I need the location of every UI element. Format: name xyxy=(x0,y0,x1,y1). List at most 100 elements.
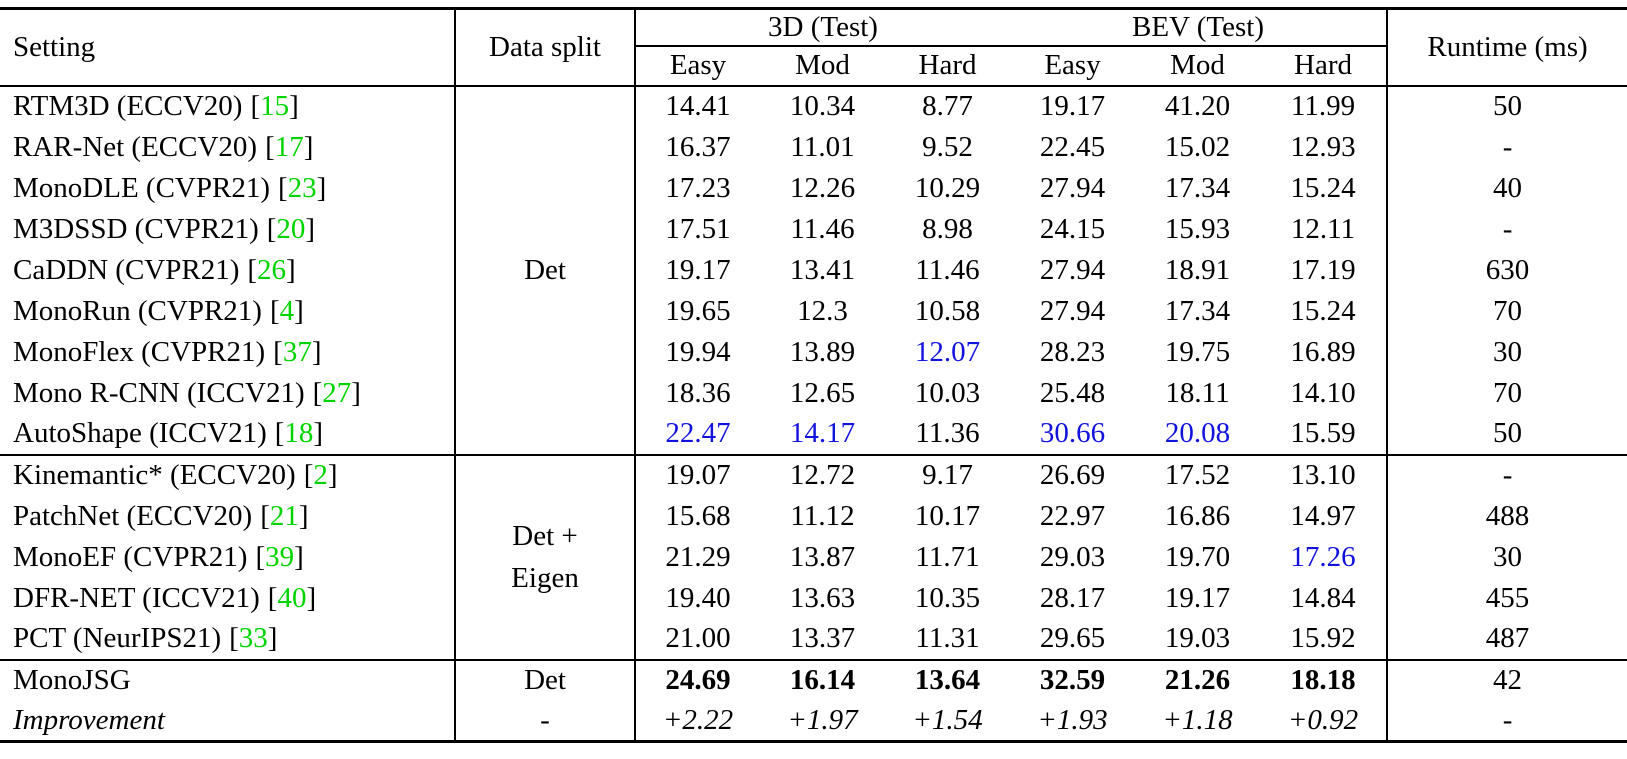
value-bev-mod: 18.11 xyxy=(1165,376,1230,409)
value-3d-hard: 9.52 xyxy=(922,130,973,163)
value-3d-mod: 12.72 xyxy=(760,453,885,496)
setting-cell: CaDDN (CVPR21) [26] xyxy=(0,249,456,291)
value-runtime: 40 xyxy=(1386,167,1627,209)
value-bev-hard: 14.97 xyxy=(1290,499,1356,532)
value-3d-mod: 13.87 xyxy=(789,540,856,573)
citation-number: 17 xyxy=(274,130,304,163)
bracket-close: ] xyxy=(316,171,327,204)
citation-number: 39 xyxy=(265,540,295,573)
value-runtime: - xyxy=(1386,453,1627,496)
value-3d-easy: 21.00 xyxy=(634,618,760,660)
value-runtime: 487 xyxy=(1386,618,1627,660)
value-bev-hard: 13.10 xyxy=(1260,453,1388,496)
value-3d-easy: 14.41 xyxy=(634,85,760,127)
value-3d-mod: 12.3 xyxy=(797,294,848,327)
value-bev-easy: 27.94 xyxy=(1039,253,1106,286)
bracket-close: ] xyxy=(351,376,361,409)
value-3d-mod: 11.12 xyxy=(790,499,855,532)
method-name: MonoFlex (CVPR21) xyxy=(13,335,266,368)
method-name: Improvement xyxy=(13,703,165,736)
bracket-open: [ xyxy=(229,622,239,654)
header-row-groups: Setting Data split 3D (Test) BEV (Test) … xyxy=(0,8,1627,87)
table-row: PatchNet (ECCV20) [21] 15.68 11.12 10.17 … xyxy=(0,495,1627,537)
value-bev-easy: 22.45 xyxy=(1039,130,1106,163)
setting-cell: M3DSSD (CVPR21) [20] xyxy=(0,208,456,250)
value-bev-hard: 15.59 xyxy=(1290,417,1356,449)
value-3d-hard: 10.17 xyxy=(914,499,981,532)
results-table: Setting Data split 3D (Test) BEV (Test) … xyxy=(0,7,1627,743)
setting-cell: MonoFlex (CVPR21) [37] xyxy=(0,331,456,373)
bracket-close: ] xyxy=(267,622,278,654)
value-3d-easy: 19.40 xyxy=(634,577,760,619)
method-name: RTM3D (ECCV20) xyxy=(13,90,243,122)
value-3d-mod: 13.63 xyxy=(789,581,856,614)
column-header-3d-hard: Hard xyxy=(885,45,1011,87)
value-runtime: 50 xyxy=(1386,85,1627,127)
value-3d-hard: +1.54 xyxy=(912,703,983,736)
value-bev-easy: 29.03 xyxy=(1039,540,1106,573)
value-bev-hard: +0.92 xyxy=(1287,703,1359,736)
table-row: MonoEF (CVPR21) [39] 21.29 13.87 11.71 29… xyxy=(0,536,1627,578)
method-name: PatchNet (ECCV20) xyxy=(13,499,253,532)
setting-cell: MonoDLE (CVPR21) [23] xyxy=(0,167,456,209)
citation: [27] xyxy=(313,377,361,409)
value-bev-mod: 15.93 xyxy=(1164,212,1231,245)
value-bev-easy: 28.17 xyxy=(1039,581,1106,614)
table-row: Improvement - +2.22 +1.97 +1.54 +1.93 +1… xyxy=(0,700,1627,742)
citation: [2] xyxy=(304,459,338,491)
value-bev-mod: 17.52 xyxy=(1135,453,1261,496)
value-bev-hard: 15.92 xyxy=(1290,622,1356,654)
value-3d-easy: 17.51 xyxy=(634,208,760,250)
method-name: MonoDLE (CVPR21) xyxy=(13,171,270,204)
value-bev-hard: 15.24 xyxy=(1290,294,1356,327)
setting-cell: RAR-Net (ECCV20) [17] xyxy=(0,126,456,168)
value-3d-easy: 19.17 xyxy=(634,249,760,291)
bracket-open: [ xyxy=(255,540,266,573)
value-runtime: - xyxy=(1386,208,1627,250)
data-split-cell: Det xyxy=(455,85,636,455)
value-runtime: 70 xyxy=(1386,372,1627,414)
value-3d-mod: 16.14 xyxy=(760,658,885,701)
value-bev-hard: 18.18 xyxy=(1260,658,1388,701)
table-row: MonoJSG Det 24.69 16.14 13.64 32.59 21.2… xyxy=(0,658,1627,701)
setting-cell: DFR-NET (ICCV21) [40] xyxy=(0,577,456,619)
value-3d-easy: +2.22 xyxy=(634,700,760,742)
method-name: M3DSSD (CVPR21) xyxy=(13,212,259,245)
table-row: RTM3D (ECCV20) [15] Det 14.41 10.34 8.77 … xyxy=(0,85,1627,455)
column-header-setting: Setting xyxy=(0,8,456,87)
table-row: MonoFlex (CVPR21) [37] 19.94 13.89 12.07 … xyxy=(0,331,1627,373)
value-bev-hard: 14.10 xyxy=(1290,376,1356,409)
bracket-open: [ xyxy=(277,171,288,204)
value-3d-hard: 11.46 xyxy=(915,253,980,286)
value-3d-mod: 10.34 xyxy=(789,90,856,122)
column-header-3d-easy: Easy xyxy=(634,45,760,87)
citation: [40] xyxy=(268,582,316,614)
value-bev-hard: 17.26 xyxy=(1290,540,1356,573)
value-3d-mod: 12.26 xyxy=(789,171,856,204)
bracket-open: [ xyxy=(250,90,261,122)
value-bev-easy: 25.48 xyxy=(1039,376,1106,409)
method-name: DFR-NET (ICCV21) xyxy=(13,581,260,614)
data-split-cell: - xyxy=(455,700,636,742)
value-3d-easy: 18.36 xyxy=(634,372,760,414)
value-runtime: 30 xyxy=(1386,536,1627,578)
value-bev-hard: 12.11 xyxy=(1290,212,1356,245)
value-bev-hard: 12.93 xyxy=(1290,130,1356,163)
citation-number: 37 xyxy=(282,335,312,368)
bracket-close: ] xyxy=(305,212,316,245)
method-name: AutoShape (ICCV21) xyxy=(13,417,267,449)
citation: [37] xyxy=(273,336,321,368)
value-bev-easy: 24.15 xyxy=(1039,212,1106,245)
value-3d-mod: 13.41 xyxy=(789,253,856,286)
column-header-data-split: Data split xyxy=(455,8,636,87)
citation-number: 33 xyxy=(238,622,268,654)
bracket-open: [ xyxy=(273,335,283,368)
value-bev-easy: 19.17 xyxy=(1039,90,1106,122)
method-name: Kinemantic* (ECCV20) xyxy=(13,459,296,491)
bracket-open: [ xyxy=(274,417,285,449)
table-row: PCT (NeurIPS21) [33] 21.00 13.37 11.31 29… xyxy=(0,618,1627,660)
value-runtime: - xyxy=(1386,126,1627,168)
citation: [18] xyxy=(275,417,323,449)
bracket-close: ] xyxy=(289,90,299,122)
